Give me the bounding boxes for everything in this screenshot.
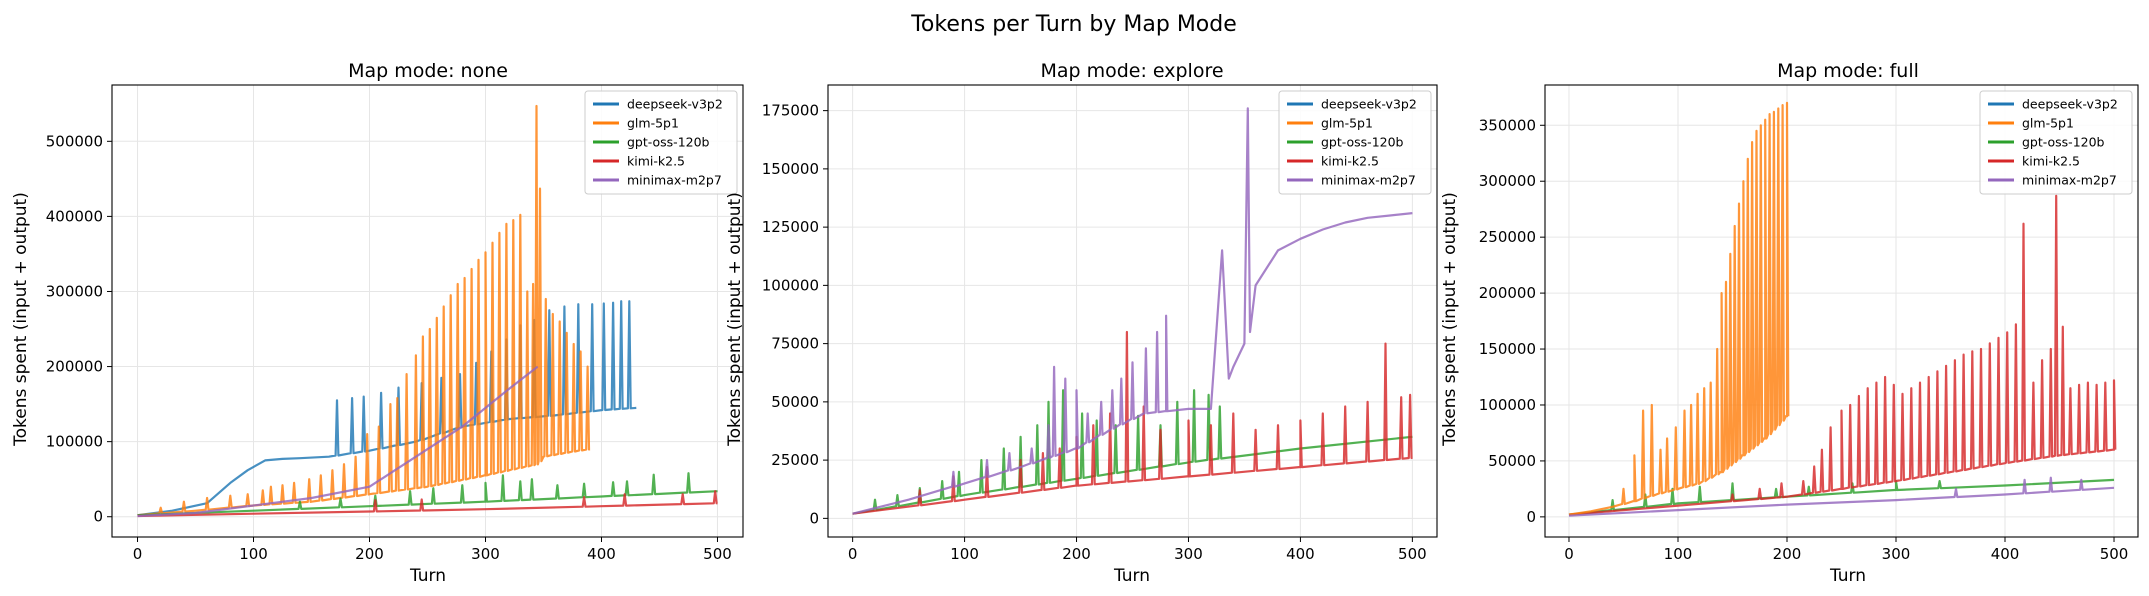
legend-label: kimi-k2.5 (627, 154, 685, 169)
x-tick-label: 500 (703, 545, 732, 563)
y-tick-label: 350000 (1479, 116, 1536, 134)
y-tick-label: 100000 (46, 433, 103, 451)
legend-label: minimax-m2p7 (1321, 173, 1416, 188)
y-tick-label: 175000 (762, 102, 819, 120)
y-tick-label: 25000 (771, 451, 819, 469)
series-line-deepseek-v3p2 (137, 300, 637, 517)
y-tick-label: 200000 (1479, 284, 1536, 302)
x-tick-label: 400 (587, 545, 616, 563)
legend: deepseek-v3p2 glm-5p1 gpt-oss-120b kimi-k2.… (1278, 90, 1432, 195)
y-tick-label: 50000 (1488, 452, 1536, 470)
x-tick-label: 300 (1174, 545, 1203, 563)
y-tick-label: 400000 (46, 207, 103, 225)
series-line-gpt-oss-120b (137, 472, 718, 517)
panel-title: Map mode: none (348, 60, 508, 82)
legend: deepseek-v3p2 glm-5p1 gpt-oss-120b kimi-k2.… (1979, 90, 2133, 195)
y-tick-label: 150000 (762, 160, 819, 178)
legend-label: gpt-oss-120b (627, 135, 710, 150)
x-tick-label: 400 (1286, 545, 1315, 563)
x-tick-label: 100 (950, 545, 979, 563)
series-line-gpt-oss-120b (1568, 478, 2115, 516)
x-tick-label: 100 (239, 545, 268, 563)
x-tick-label: 500 (2100, 545, 2129, 563)
legend-label: minimax-m2p7 (2022, 173, 2117, 188)
y-tick-label: 125000 (762, 218, 819, 236)
series-group (1568, 101, 2117, 517)
x-axis-label: Turn (409, 566, 446, 586)
series-line-kimi-k2.5 (1568, 194, 2117, 516)
legend-box (1278, 90, 1432, 195)
axes-frame (827, 84, 1438, 538)
y-tick-label: 300000 (1479, 172, 1536, 190)
x-tick-label: 200 (355, 545, 384, 563)
figure-title: Tokens per Turn by Map Mode (910, 12, 1237, 37)
series-line-minimax-m2p7 (1568, 476, 2115, 517)
x-tick-label: 500 (1398, 545, 1427, 563)
legend-label: minimax-m2p7 (627, 173, 722, 188)
y-tick-label: 0 (93, 508, 103, 526)
axes-frame (1544, 84, 2139, 538)
ticks: 0 100 200 300 400 500 0 50000 100000 150000 200000… (1479, 116, 2129, 563)
y-tick-label: 500000 (46, 132, 103, 150)
y-tick-label: 0 (1526, 508, 1536, 526)
ticks: 0 100 200 300 400 500 0 100000 200000 300000 40000… (46, 132, 732, 563)
y-tick-label: 0 (809, 509, 819, 527)
y-tick-label: 100000 (762, 276, 819, 294)
legend-label: deepseek-v3p2 (1321, 97, 1417, 112)
legend-label: deepseek-v3p2 (627, 97, 723, 112)
legend-label: deepseek-v3p2 (2022, 97, 2118, 112)
series-group (852, 107, 1413, 515)
series-line-minimax-m2p7 (852, 107, 1413, 515)
panel-map-full: Map mode: full Turn Tokens spent (input … (1440, 60, 2139, 586)
x-tick-label: 0 (1564, 545, 1574, 563)
x-axis-label: Turn (1829, 566, 1866, 586)
series-line-minimax-m2p7 (137, 365, 539, 518)
series-line-kimi-k2.5 (137, 490, 718, 518)
legend-box (584, 90, 738, 195)
y-axis-label: Tokens spent (input + output) (11, 192, 31, 447)
x-tick-label: 200 (1062, 545, 1091, 563)
legend-label: gpt-oss-120b (1321, 135, 1404, 150)
legend-label: glm-5p1 (1321, 116, 1373, 131)
panel-map-explore: Map mode: explore Turn Tokens spent (inp… (725, 60, 1438, 586)
panel-title: Map mode: explore (1040, 60, 1223, 82)
series-line-kimi-k2.5 (852, 330, 1413, 515)
series-line-glm-5p1 (137, 104, 591, 517)
x-tick-label: 0 (133, 545, 143, 563)
y-tick-label: 200000 (46, 358, 103, 376)
y-tick-label: 75000 (771, 335, 819, 353)
legend-label: gpt-oss-120b (2022, 135, 2105, 150)
x-axis-label: Turn (1113, 566, 1150, 586)
legend-label: glm-5p1 (627, 116, 679, 131)
x-tick-label: 200 (1773, 545, 1802, 563)
y-axis-label: Tokens spent (input + output) (1440, 192, 1460, 447)
x-tick-label: 300 (471, 545, 500, 563)
legend-label: kimi-k2.5 (1321, 154, 1379, 169)
y-tick-label: 300000 (46, 282, 103, 300)
y-tick-label: 250000 (1479, 228, 1536, 246)
x-tick-label: 0 (848, 545, 858, 563)
ticks: 0 100 200 300 400 500 0 25000 50000 75000 100000 12… (762, 102, 1427, 563)
x-tick-label: 100 (1664, 545, 1693, 563)
y-tick-label: 150000 (1479, 340, 1536, 358)
legend-label: kimi-k2.5 (2022, 154, 2080, 169)
y-tick-label: 100000 (1479, 396, 1536, 414)
axes-frame (111, 84, 744, 538)
legend-box (1979, 90, 2133, 195)
legend-label: glm-5p1 (2022, 116, 2074, 131)
panel-title: Map mode: full (1777, 60, 1919, 82)
legend: deepseek-v3p2 glm-5p1 gpt-oss-120b kimi-k2.… (584, 90, 738, 195)
y-axis-label: Tokens spent (input + output) (725, 192, 745, 447)
series-group (137, 104, 718, 518)
x-tick-label: 400 (1991, 545, 2020, 563)
y-tick-label: 50000 (771, 393, 819, 411)
x-tick-label: 300 (1882, 545, 1911, 563)
series-line-glm-5p1 (1568, 101, 1790, 516)
panel-map-none: Map mode: none Turn Tokens spent (input … (11, 60, 744, 586)
